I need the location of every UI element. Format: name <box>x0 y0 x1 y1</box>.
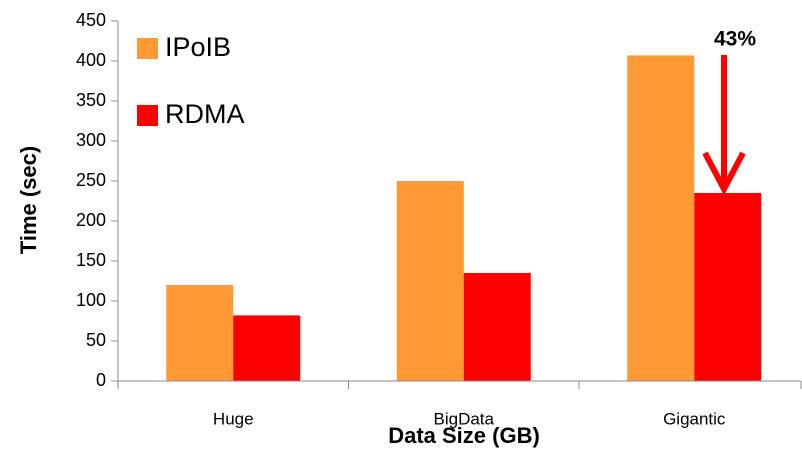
y-axis-title: Time (sec) <box>16 146 41 254</box>
y-tick-label: 0 <box>96 370 106 390</box>
bar <box>463 273 531 381</box>
y-tick-label: 450 <box>76 10 106 30</box>
y-tick-label: 250 <box>76 170 106 190</box>
annotation: 43% <box>714 28 756 51</box>
x-tick-label: Huge <box>213 409 254 428</box>
y-tick-label: 300 <box>76 130 106 150</box>
y-tick-label: 350 <box>76 90 106 110</box>
bar <box>233 315 301 381</box>
y-tick-label: 400 <box>76 50 106 70</box>
legend-swatch <box>137 105 158 126</box>
annotation-arrow <box>702 55 746 196</box>
arrow-head <box>702 151 746 196</box>
legend-label: RDMA <box>165 99 245 129</box>
y-tick-label: 100 <box>76 290 106 310</box>
legend-swatch <box>137 38 158 59</box>
y-tick-label: 200 <box>76 210 106 230</box>
bar <box>166 285 234 381</box>
y-tick-label: 50 <box>86 330 106 350</box>
legend-label: IPoIB <box>165 32 231 62</box>
bar <box>396 181 464 381</box>
x-tick-label: BigData <box>434 409 495 428</box>
y-tick-label: 150 <box>76 250 106 270</box>
x-axis-title: Data Size (GB) <box>388 423 540 448</box>
bar <box>694 193 762 381</box>
x-tick-label: Gigantic <box>663 409 726 428</box>
bar <box>627 55 695 382</box>
